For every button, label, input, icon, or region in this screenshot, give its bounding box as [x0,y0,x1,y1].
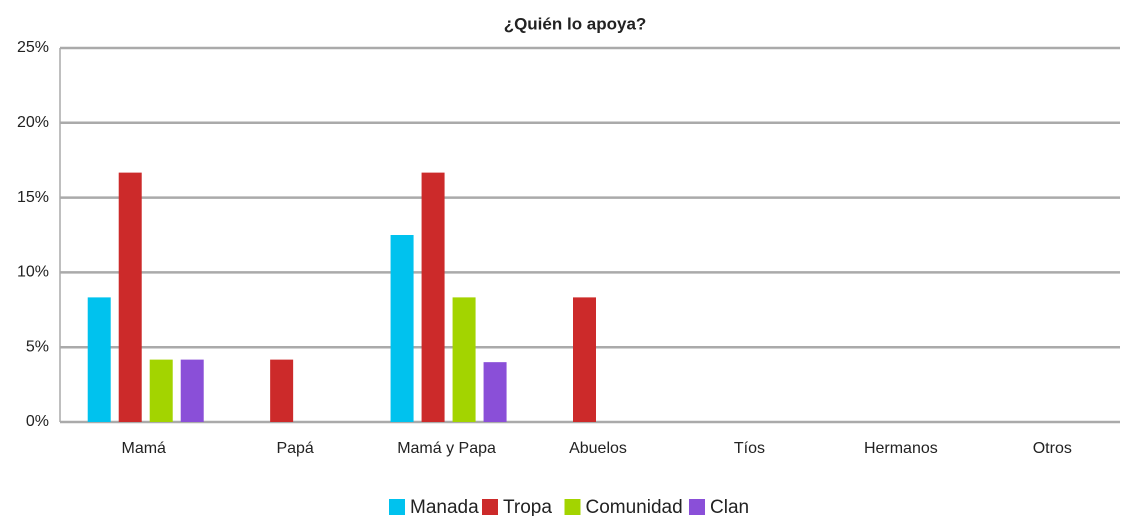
y-tick-label: 20% [17,114,49,131]
bar [149,359,173,422]
legend-label: Tropa [503,497,552,516]
bar [87,297,111,422]
bar [483,362,507,422]
legend-swatch [564,499,581,515]
y-tick-label: 0% [26,413,49,430]
x-tick-label: Tíos [734,440,765,457]
legend-label: Clan [710,497,749,516]
y-tick-label: 10% [17,264,49,281]
bar [573,297,596,422]
legend-swatch [482,499,498,515]
x-tick-label: Otros [1033,440,1072,457]
chart-title: ¿Quién lo apoya? [504,14,647,33]
bar [421,172,445,422]
bar [118,172,142,422]
y-tick-label: 5% [26,338,49,355]
x-tick-label: Mamá [121,440,166,457]
x-tick-label: Abuelos [569,440,627,457]
bar [390,235,414,422]
y-tick-label: 15% [17,189,49,206]
legend-swatch [689,499,705,515]
x-tick-label: Mamá y Papa [397,440,496,457]
x-tick-label: Papá [276,440,313,457]
legend-label: Comunidad [586,497,683,516]
x-tick-label: Hermanos [864,440,938,457]
bar [180,359,204,422]
bar [452,297,476,422]
legend-label: Manada [410,497,479,516]
y-tick-label: 25% [17,39,49,56]
legend-swatch [389,499,405,515]
bar [270,359,294,422]
